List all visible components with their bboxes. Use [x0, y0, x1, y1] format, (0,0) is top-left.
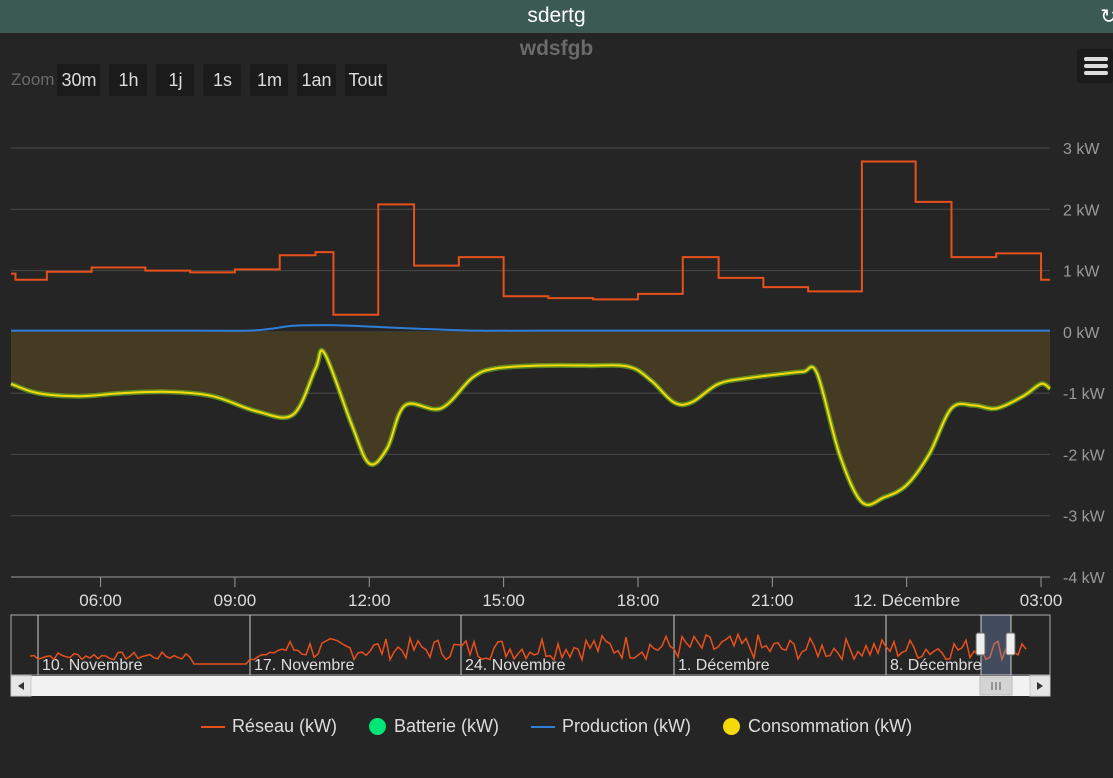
legend-label-consommation: Consommation (kW)	[748, 716, 913, 736]
navigator-label: 17. Novembre	[254, 657, 355, 674]
consommation-area	[11, 331, 1050, 505]
zoom-button-1m[interactable]: 1m	[250, 64, 289, 96]
legend: Réseau (kW) Batterie (kW) Production (kW…	[0, 716, 1113, 737]
x-tick-label: 12. Décembre	[853, 591, 960, 610]
production-line	[11, 324, 1050, 332]
legend-line-icon	[530, 725, 555, 728]
legend-label-production: Production (kW)	[561, 716, 692, 736]
zoom-button-1s[interactable]: 1s	[203, 64, 242, 96]
zoom-button-tout[interactable]: Tout	[344, 64, 387, 96]
legend-item-batterie[interactable]: Batterie (kW)	[368, 716, 499, 737]
legend-label-batterie: Batterie (kW)	[393, 716, 499, 736]
x-tick-label: 09:00	[214, 591, 257, 610]
y-tick-label: -2 kW	[1063, 447, 1106, 464]
navigator-frame	[10, 614, 1051, 676]
chart-title: wdsfgb	[519, 37, 594, 60]
y-tick-label: -1 kW	[1063, 386, 1106, 403]
navigator-series	[29, 632, 1027, 665]
consommation-line	[10, 349, 1051, 506]
hamburger-menu-icon[interactable]	[1077, 49, 1113, 83]
x-tick-label: 21:00	[751, 591, 794, 610]
legend-dot-icon	[368, 718, 386, 735]
x-tick-label: 15:00	[482, 591, 525, 610]
legend-line-icon	[200, 725, 225, 728]
y-tick-label: 1 kW	[1063, 264, 1100, 281]
y-tick-label: -3 kW	[1063, 509, 1106, 526]
x-tick-label: 18:00	[617, 591, 660, 610]
legend-item-reseau[interactable]: Réseau (kW)	[200, 716, 337, 737]
navigator-label: 24. Novembre	[465, 657, 566, 674]
title-bar: sdertg ↻	[0, 0, 1113, 33]
zoom-button-1an[interactable]: 1an	[297, 64, 336, 96]
navigator-handle-right	[1005, 632, 1016, 656]
legend-dot-icon	[723, 718, 741, 735]
legend-label-reseau: Réseau (kW)	[231, 716, 337, 736]
zoom-label: Zoom	[11, 70, 55, 89]
navigator-label: 8. Décembre	[890, 657, 982, 674]
x-tick-label: 03:00	[1020, 591, 1063, 610]
scrollbar-track	[11, 676, 1050, 696]
refresh-icon[interactable]: ↻	[1100, 6, 1113, 28]
x-tick-label: 12:00	[348, 591, 391, 610]
legend-item-production[interactable]: Production (kW)	[530, 716, 692, 737]
navigator-label: 1. Décembre	[678, 657, 770, 674]
zoom-bar: Zoom 30m 1h 1j 1s 1m 1an Tout	[11, 64, 396, 96]
x-tick-label: 06:00	[79, 591, 122, 610]
zoom-button-1h[interactable]: 1h	[109, 64, 148, 96]
y-tick-label: -4 kW	[1063, 570, 1106, 587]
zoom-button-1j[interactable]: 1j	[156, 64, 195, 96]
y-tick-label: 3 kW	[1063, 141, 1100, 158]
app-title: sdertg	[527, 4, 586, 27]
y-tick-label: 2 kW	[1063, 202, 1100, 219]
chevron-left-icon	[18, 682, 24, 690]
navigator-handle-left	[975, 632, 986, 656]
legend-item-consommation[interactable]: Consommation (kW)	[723, 716, 912, 737]
y-tick-label: 0 kW	[1063, 325, 1100, 342]
chevron-right-icon	[1037, 682, 1043, 690]
reseau-line	[11, 160, 1050, 316]
zoom-button-30m[interactable]: 30m	[57, 64, 101, 96]
navigator-label: 10. Novembre	[42, 657, 143, 674]
